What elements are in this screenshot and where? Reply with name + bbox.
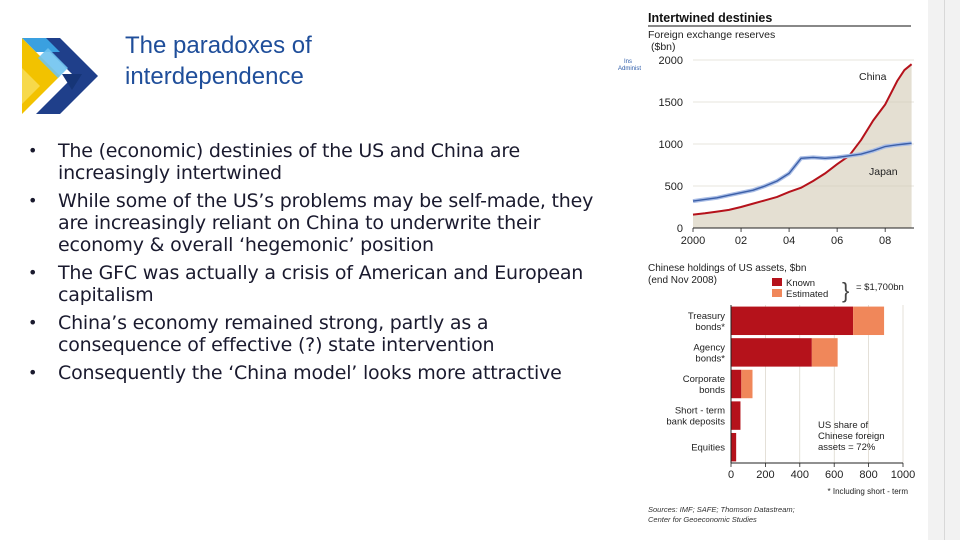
bullet-item: • The GFC was actually a crisis of Americ…: [28, 262, 608, 306]
x-tick-label: 08: [879, 235, 891, 247]
bar-x-tick-label: 600: [825, 469, 843, 481]
logo-icon: [22, 38, 98, 114]
category-label: bonds*: [695, 353, 725, 364]
title-line-1: The paradoxes of: [125, 32, 312, 59]
y-tick-label: 0: [677, 223, 683, 235]
bullet-list: • The (economic) destinies of the US and …: [28, 140, 608, 390]
bullet-dot-icon: •: [28, 141, 38, 160]
figure-svg: Intertwined destinies Foreign exchange r…: [618, 11, 915, 524]
line-chart: 0 500 1000 1500 2000 2000 02 04 06 08 China Japan: [659, 55, 914, 247]
bar-x-tick-label: 0: [728, 469, 734, 481]
right-edge-bar: [928, 0, 960, 540]
bullet-item: • China’s economy remained strong, partly…: [28, 312, 608, 356]
y-tick-label: 500: [665, 181, 683, 193]
x-tick-label: 06: [831, 235, 843, 247]
y-tick-label: 1500: [659, 97, 683, 109]
japan-series-line: [692, 142, 912, 202]
bar-known: [731, 369, 742, 399]
bar-chart: Chinese holdings of US assets, $bn(end N…: [648, 263, 915, 496]
bar-estimated: [741, 369, 753, 399]
bullet-text: The (economic) destinies of the US and C…: [58, 140, 521, 184]
bar-chart-subtitle-2: (end Nov 2008): [648, 275, 717, 286]
category-label: bonds: [699, 385, 725, 396]
bar-estimated: [811, 338, 838, 367]
bullet-dot-icon: •: [28, 313, 38, 332]
y-tick-label: 2000: [659, 55, 683, 67]
china-area-fill: [693, 64, 912, 228]
category-label: Short - term: [675, 406, 725, 417]
category-label: Equities: [691, 443, 725, 454]
figure-image: Intertwined destinies Foreign exchange r…: [618, 0, 928, 540]
line-chart-subtitle-1: Foreign exchange reserves: [648, 29, 775, 41]
legend-label-known: Known: [786, 278, 815, 289]
bar-x-tick-label: 800: [859, 469, 877, 481]
category-label: bonds*: [695, 322, 725, 333]
bullet-dot-icon: •: [28, 363, 38, 382]
note-line-2: Chinese foreign: [818, 431, 885, 442]
bar-known: [731, 432, 737, 462]
note-line-1: US share of: [818, 420, 869, 431]
total-label: = $1,700bn: [856, 282, 904, 293]
line-chart-subtitle-2: ($bn): [651, 41, 676, 53]
note-line-3: assets = 72%: [818, 442, 876, 453]
china-series-line: [692, 63, 913, 216]
bar-known: [731, 401, 741, 430]
slide-title: The paradoxes of interdependence: [125, 30, 425, 92]
legend-brace-icon: }: [842, 278, 849, 303]
edge-divider: [944, 0, 945, 540]
sources-line-1: Sources: IMF; SAFE; Thomson Datastream;: [648, 505, 795, 514]
china-series-label: China: [859, 71, 887, 83]
category-label: bank deposits: [666, 417, 725, 428]
bullet-dot-icon: •: [28, 191, 38, 210]
title-line-2: interdependence: [125, 63, 304, 90]
footnote: * Including short - term: [828, 487, 909, 496]
category-label: Agency: [693, 342, 725, 353]
x-tick-label: 02: [735, 235, 747, 247]
bullet-text: While some of the US’s problems may be s…: [58, 190, 594, 256]
bar-known: [731, 306, 854, 336]
sources-line-2: Center for Geoeconomic Studies: [648, 515, 757, 524]
bar-estimated: [853, 306, 885, 336]
category-label: Corporate: [683, 374, 725, 385]
bar-x-tick-label: 200: [756, 469, 774, 481]
y-tick-label: 1000: [659, 139, 683, 151]
bullet-item: • While some of the US’s problems may be …: [28, 190, 608, 256]
x-tick-label: 04: [783, 235, 795, 247]
bullet-text: China’s economy remained strong, partly …: [58, 312, 495, 356]
bar-x-tick-label: 1000: [891, 469, 915, 481]
figure-heading: Intertwined destinies: [648, 11, 772, 25]
category-label: Treasury: [688, 311, 725, 322]
legend-swatch-estimated: [772, 289, 782, 297]
bullet-item: • Consequently the ‘China model’ looks mo…: [28, 362, 608, 384]
legend-swatch-known: [772, 278, 782, 286]
clipped-text-1: Ins: [624, 59, 632, 65]
bullet-text: Consequently the ‘China model’ looks mor…: [58, 362, 562, 384]
bar-chart-subtitle-1: Chinese holdings of US assets, $bn: [648, 263, 806, 274]
bullet-item: • The (economic) destinies of the US and …: [28, 140, 608, 184]
japan-series-label: Japan: [869, 166, 898, 178]
clipped-text-2: Administ: [618, 66, 641, 72]
bullet-text: The GFC was actually a crisis of America…: [58, 262, 584, 306]
bar-known: [731, 338, 812, 367]
legend-label-estimated: Estimated: [786, 289, 828, 300]
x-tick-label: 2000: [681, 235, 705, 247]
bullet-dot-icon: •: [28, 263, 38, 282]
bar-x-tick-label: 400: [791, 469, 809, 481]
